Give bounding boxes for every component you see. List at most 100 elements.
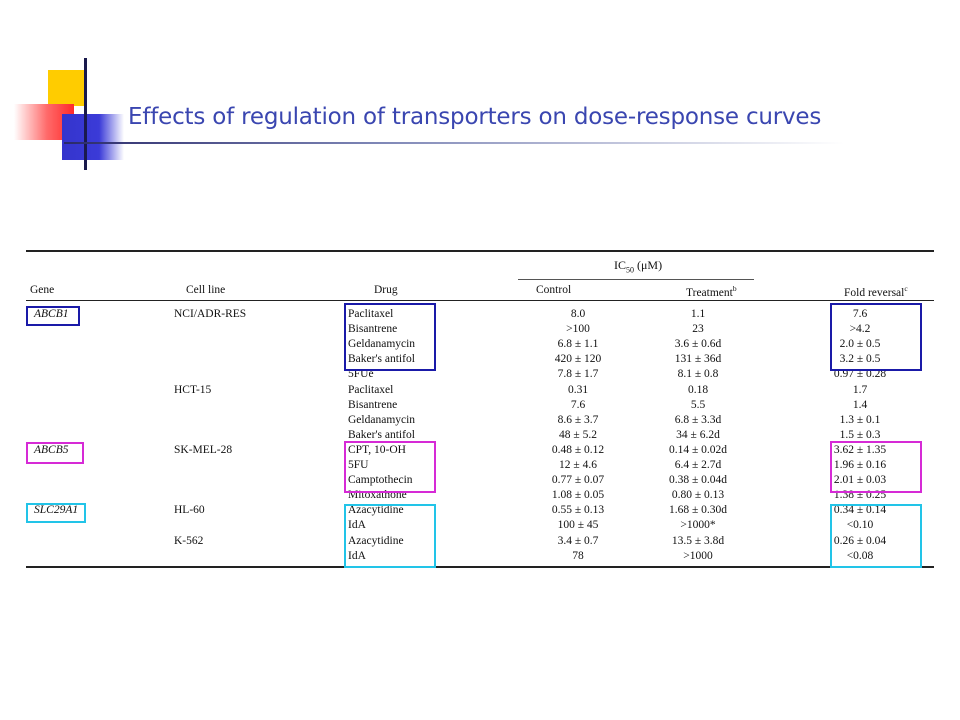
treatment-ic50-cell: 0.80 ± 0.13	[671, 489, 725, 502]
fold-reversal-cell: >4.2	[849, 323, 871, 336]
drug-cell: Bisantrene	[348, 323, 398, 336]
table-row: 5FUe 7.8 ± 1.7 8.1 ± 0.8 0.97 ± 0.28	[26, 368, 934, 381]
highlight-box-slc29a1-gene	[26, 503, 86, 523]
treatment-ic50-cell: 34 ± 6.2d	[676, 428, 720, 441]
gene-cell: SLC29A1	[34, 504, 79, 517]
drug-cell: Baker's antifol	[348, 353, 415, 366]
fold-reversal-cell: 1.3 ± 0.1	[839, 413, 881, 426]
title-underline	[64, 142, 844, 144]
table-row: Bisantrene >100 23 >4.2	[26, 323, 934, 336]
fold-reversal-cell: 0.26 ± 0.04	[833, 534, 887, 547]
table-row: ABCB1 NCI/ADR-RES Paclitaxel 8.0 1.1 7.6	[26, 308, 934, 321]
table-row: Baker's antifol 420 ± 120 131 ± 36d 3.2 ± 0…	[26, 353, 934, 366]
control-ic50-cell: 3.4 ± 0.7	[557, 534, 599, 547]
blue-square-shape	[62, 114, 124, 160]
treatment-ic50-cell: 131 ± 36d	[674, 353, 722, 366]
control-ic50-cell: 1.08 ± 0.05	[551, 489, 605, 502]
drug-cell: Paclitaxel	[348, 308, 394, 320]
treatment-ic50-cell: 13.5 ± 3.8d	[671, 534, 725, 547]
control-ic50-cell: 12 ± 4.6	[559, 459, 597, 471]
table-row: Geldanamycin 8.6 ± 3.7 6.8 ± 3.3d 1.3 ± 0.1	[26, 414, 934, 427]
cell-line-cell: HCT-15	[174, 383, 212, 396]
treatment-ic50-cell: 0.18	[687, 383, 709, 396]
highlight-box-abcb5-fold	[830, 441, 922, 493]
treatment-ic50-cell: 1.68 ± 0.30d	[668, 504, 728, 517]
drug-cell: CPT, 10-OH	[348, 443, 406, 456]
yellow-square-shape	[48, 70, 84, 106]
fold-reversal-cell: 2.01 ± 0.03	[833, 474, 887, 487]
highlight-box-abcb5-drugs	[344, 441, 436, 493]
control-ic50-cell: 100 ± 45	[557, 519, 599, 532]
treatment-ic50-cell: 8.1 ± 0.8	[677, 368, 719, 381]
drug-cell: IdA	[348, 519, 366, 532]
control-ic50-cell: 8.6 ± 3.7	[557, 413, 599, 426]
fold-reversal-cell: 0.97 ± 0.28	[833, 368, 887, 381]
treatment-ic50-cell: 23	[692, 323, 704, 336]
table-row: K-562 Azacytidine 3.4 ± 0.7 13.5 ± 3.8d 0.26…	[26, 535, 934, 548]
table-row: Bisantrene 7.6 5.5 1.4	[26, 399, 934, 412]
drug-cell: IdA	[348, 549, 366, 562]
drug-cell: 5FU	[348, 459, 369, 471]
fold-reversal-cell: <0.10	[846, 519, 874, 532]
table-bottom-rule	[26, 566, 934, 568]
drug-cell: Camptothecin	[348, 474, 413, 487]
table-row: SLC29A1 HL-60 Azacytidine 0.55 ± 0.13 1.68 ±…	[26, 504, 934, 517]
drug-cell: Bisantrene	[348, 398, 398, 411]
drug-cell: 5FUe	[348, 368, 374, 381]
drug-cell: Geldanamycin	[348, 338, 416, 351]
ic50-group-header: IC50 (μM)	[614, 258, 663, 275]
control-ic50-cell: 48 ± 5.2	[559, 428, 597, 441]
fold-reversal-cell: 1.4	[852, 398, 868, 411]
highlight-box-abcb1-gene	[26, 306, 80, 326]
control-ic50-cell: 0.55 ± 0.13	[551, 504, 605, 517]
table-row: Camptothecin 0.77 ± 0.07 0.38 ± 0.04d 2.01 …	[26, 474, 934, 487]
fold-reversal-cell: 2.0 ± 0.5	[839, 338, 881, 351]
cell-line-cell: HL-60	[174, 504, 205, 517]
table-header-rule	[26, 300, 934, 301]
highlight-box-abcb5-gene	[26, 442, 84, 464]
header-fold-reversal: Fold reversalc	[844, 284, 908, 299]
control-ic50-cell: 0.31	[567, 383, 589, 396]
fold-reversal-cell: 1.96 ± 0.16	[833, 459, 887, 471]
control-ic50-cell: 0.77 ± 0.07	[551, 474, 605, 487]
table-row: Mitoxathone 1.08 ± 0.05 0.80 ± 0.13 1.38 ± …	[26, 489, 934, 502]
highlight-box-slc29a1-fold	[830, 504, 922, 568]
control-ic50-cell: 8.0	[570, 308, 586, 320]
fold-reversal-cell: 1.5 ± 0.3	[839, 428, 881, 441]
table-row: Geldanamycin 6.8 ± 1.1 3.6 ± 0.6d 2.0 ± 0.5	[26, 338, 934, 351]
control-ic50-cell: >100	[566, 323, 590, 336]
cell-line-cell: SK-MEL-28	[174, 443, 233, 456]
control-ic50-cell: 7.8 ± 1.7	[557, 368, 599, 381]
table-row: Baker's antifol 48 ± 5.2 34 ± 6.2d 1.5 ± 0.…	[26, 429, 934, 442]
fold-reversal-cell: 3.62 ± 1.35	[833, 443, 887, 456]
fold-reversal-cell: 1.7	[852, 383, 868, 396]
table-row: ABCB5 SK-MEL-28 CPT, 10-OH 0.48 ± 0.12 0.14 …	[26, 444, 934, 457]
treatment-ic50-cell: 6.8 ± 3.3d	[674, 413, 722, 426]
drug-cell: Azacytidine	[348, 504, 404, 517]
vertical-accent-line	[84, 58, 87, 170]
treatment-ic50-cell: 3.6 ± 0.6d	[674, 338, 722, 351]
highlight-box-abcb1-fold	[830, 303, 922, 371]
fold-reversal-cell: 0.34 ± 0.14	[833, 504, 887, 517]
highlight-box-slc29a1-drugs	[344, 504, 436, 568]
control-ic50-cell: 78	[572, 549, 584, 562]
gene-cell: ABCB1	[34, 308, 69, 320]
cell-line-cell: K-562	[174, 534, 204, 547]
treatment-ic50-cell: >1000*	[680, 519, 716, 532]
treatment-ic50-cell: 5.5	[690, 398, 706, 411]
drug-cell: Paclitaxel	[348, 383, 394, 396]
ic50-group-rule	[518, 279, 754, 280]
drug-cell: Azacytidine	[348, 534, 404, 547]
drug-cell: Geldanamycin	[348, 413, 416, 426]
header-gene: Gene	[30, 284, 55, 296]
highlight-box-abcb1-drugs	[344, 303, 436, 371]
treatment-ic50-cell: >1000	[683, 549, 713, 562]
table-row: IdA 78 >1000 <0.08	[26, 550, 934, 563]
header-control: Control	[536, 284, 572, 296]
fold-reversal-cell: <0.08	[846, 549, 874, 562]
treatment-ic50-cell: 0.14 ± 0.02d	[668, 443, 728, 456]
cell-line-cell: NCI/ADR-RES	[174, 308, 247, 320]
slide-logo-graphic	[0, 0, 140, 180]
fold-reversal-cell: 7.6	[852, 308, 868, 320]
header-cell-line: Cell line	[186, 284, 226, 296]
